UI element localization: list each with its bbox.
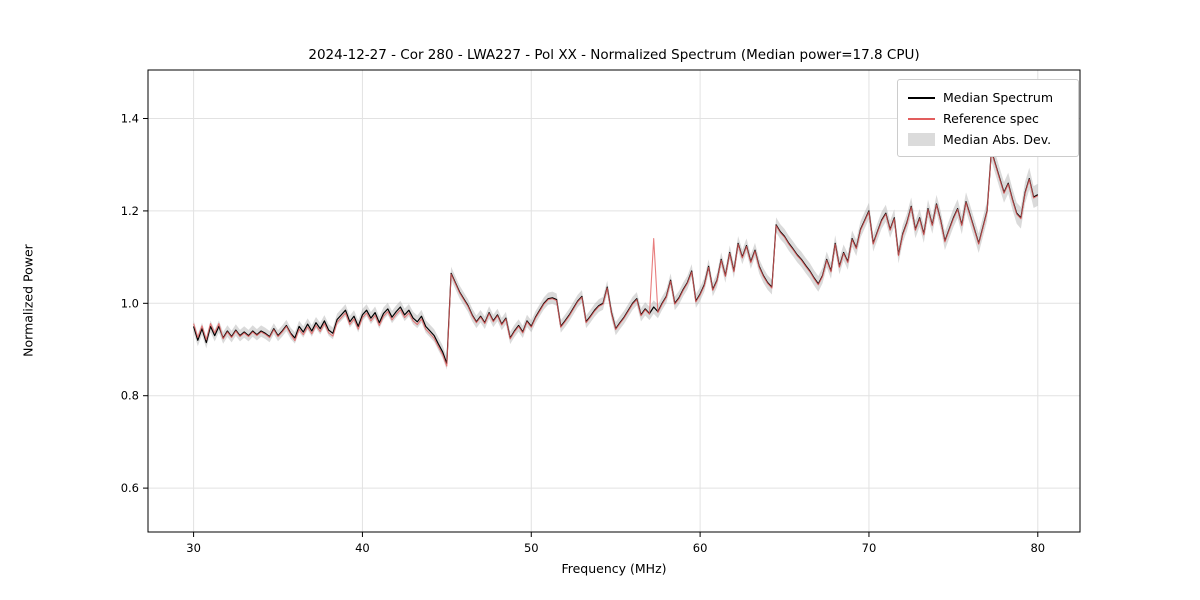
mad-patch-swatch: [908, 133, 935, 146]
y-tick-label: 1.2: [121, 204, 139, 218]
x-tick-label: 80: [1030, 541, 1045, 555]
median-line-swatch: [908, 96, 935, 99]
x-axis-label: Frequency (MHz): [561, 561, 667, 576]
y-tick-label: 1.4: [121, 112, 139, 126]
x-tick-label: 30: [186, 541, 201, 555]
mad-band: [193, 140, 1038, 370]
reference-line-swatch: [908, 117, 935, 120]
legend-label: Median Spectrum: [943, 90, 1054, 105]
legend-item-median-spectrum: Median Spectrum: [908, 87, 1068, 108]
y-axis-label: Normalized Power: [20, 244, 36, 357]
x-tick-label: 70: [862, 541, 877, 555]
legend: Median Spectrum Reference spec Median Ab…: [897, 79, 1079, 157]
legend-label: Median Abs. Dev.: [943, 132, 1052, 147]
y-tick-label: 0.8: [121, 389, 139, 403]
legend-item-median-abs-dev: Median Abs. Dev.: [908, 129, 1068, 150]
x-tick-label: 40: [355, 541, 370, 555]
chart-title: 2024-12-27 - Cor 280 - LWA227 - Pol XX -…: [308, 47, 920, 63]
y-tick-label: 1.0: [121, 296, 139, 310]
legend-item-reference-spec: Reference spec: [908, 108, 1068, 129]
y-tick-label: 0.6: [121, 481, 139, 495]
legend-label: Reference spec: [943, 111, 1039, 126]
x-tick-label: 60: [693, 541, 708, 555]
reference-spec-line: [193, 151, 1039, 367]
x-tick-label: 50: [524, 541, 539, 555]
plot-border: [147, 69, 1081, 533]
